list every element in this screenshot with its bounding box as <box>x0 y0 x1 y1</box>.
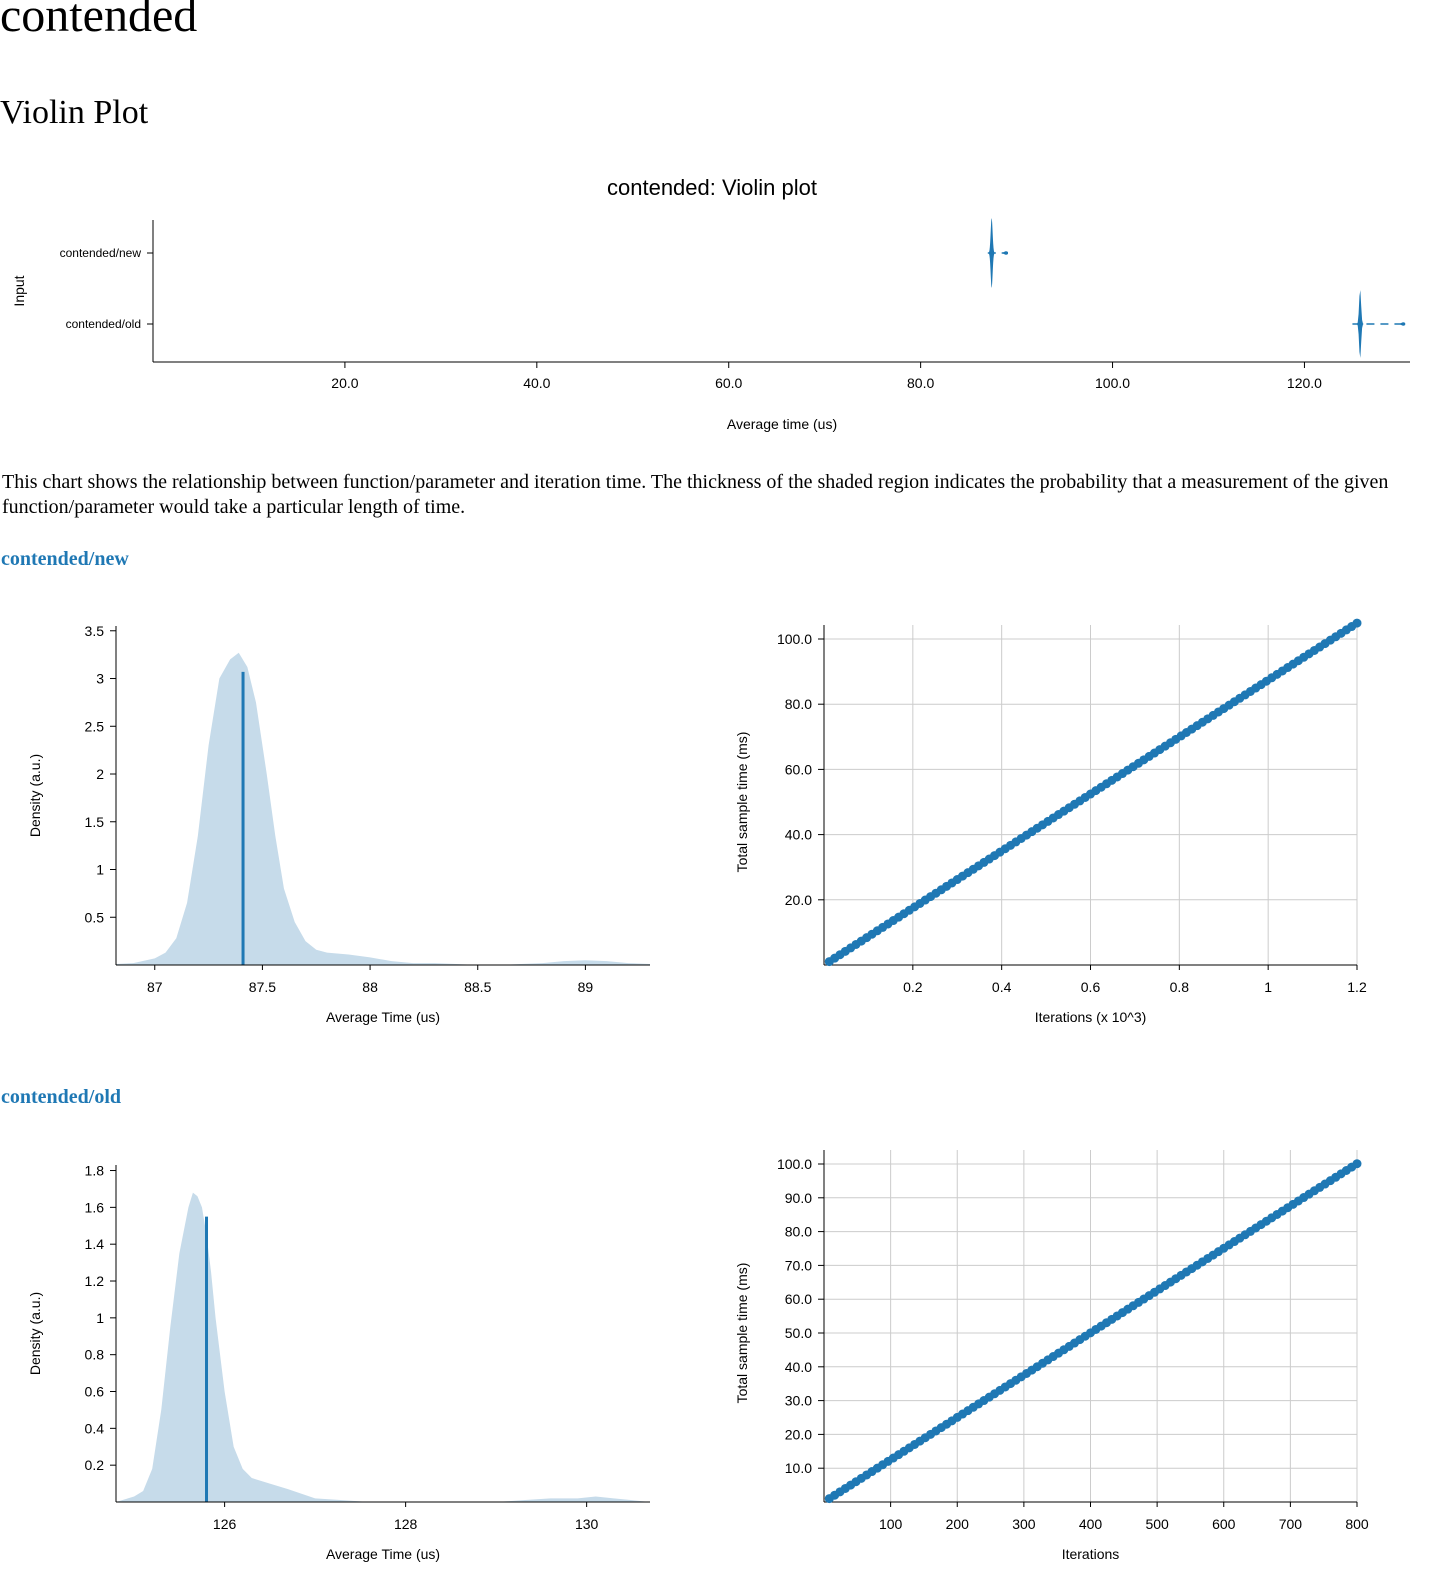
pdf-area <box>116 652 650 965</box>
page-title: contended <box>0 0 198 42</box>
violin-x-axis-label: Average time (us) <box>727 416 837 432</box>
reg-x-tick-label: 300 <box>1012 1516 1036 1532</box>
violin-x-tick-label: 60.0 <box>715 375 742 391</box>
pdf-y-tick-label: 1.8 <box>85 1163 105 1179</box>
reg-y-axis-label: Total sample time (ms) <box>734 732 750 873</box>
reg-y-tick-label: 100.0 <box>777 631 812 647</box>
pdf-y-tick-label: 0.4 <box>85 1420 105 1436</box>
pdf-y-tick-label: 1.2 <box>85 1273 105 1289</box>
reg-x-axis-label: Iterations <box>1062 1546 1120 1562</box>
pdf-x-tick-label: 89 <box>578 979 594 995</box>
reg-y-tick-label: 80.0 <box>785 1224 812 1240</box>
pdf-x-tick-label: 87 <box>147 979 163 995</box>
pdf-area <box>116 1192 650 1502</box>
reg-x-tick-label: 0.8 <box>1170 979 1190 995</box>
pdf-y-axis-label: Density (a.u.) <box>27 1292 43 1375</box>
chart-description: This chart shows the relationship betwee… <box>2 471 1389 518</box>
pdf-y-tick-label: 0.6 <box>85 1384 105 1400</box>
reg-y-tick-label: 50.0 <box>785 1325 812 1341</box>
pdf-y-tick-label: 0.5 <box>85 909 105 925</box>
reg-x-tick-label: 1.2 <box>1347 979 1367 995</box>
pdf-x-tick-label: 88 <box>362 979 378 995</box>
pdf-x-tick-label: 126 <box>213 1516 237 1532</box>
reg-y-tick-label: 100.0 <box>777 1156 812 1172</box>
pdf-y-tick-label: 1.4 <box>85 1236 105 1252</box>
reg-y-tick-label: 30.0 <box>785 1393 812 1409</box>
reg-x-tick-label: 700 <box>1279 1516 1303 1532</box>
reg-x-axis-label: Iterations (x 10^3) <box>1035 1009 1147 1025</box>
pdf-x-axis-label: Average Time (us) <box>326 1546 440 1562</box>
reg-y-tick-label: 40.0 <box>785 827 812 843</box>
reg-point <box>1352 618 1362 628</box>
reg-y-tick-label: 70.0 <box>785 1257 812 1273</box>
pdf-y-tick-label: 3.5 <box>85 623 105 639</box>
violin-x-tick-label: 100.0 <box>1095 375 1130 391</box>
reg-y-tick-label: 80.0 <box>785 696 812 712</box>
benchmark-link-old[interactable]: contended/old <box>1 1086 122 1108</box>
reg-x-tick-label: 400 <box>1079 1516 1103 1532</box>
regression-chart-old: 100 200 300 400 500 600 700 800 10.0 20.0 30.0 40.0… <box>734 1150 1369 1562</box>
pdf-x-tick-label: 128 <box>394 1516 418 1532</box>
pdf-y-tick-label: 0.8 <box>85 1347 105 1363</box>
violin-x-tick-label: 40.0 <box>523 375 550 391</box>
violin-category-label: contended/new <box>60 246 142 260</box>
regression-chart-new: 0.2 0.4 0.6 0.8 1 1.2 20.0 40.0 60.0 80.0 100.0 Ite… <box>734 618 1367 1025</box>
reg-x-tick-label: 800 <box>1345 1516 1369 1532</box>
reg-x-tick-label: 200 <box>946 1516 970 1532</box>
pdf-x-tick-label: 130 <box>575 1516 599 1532</box>
pdf-x-tick-label: 88.5 <box>464 979 491 995</box>
reg-x-tick-label: 500 <box>1145 1516 1169 1532</box>
pdf-y-tick-label: 2 <box>96 766 104 782</box>
reg-y-tick-label: 90.0 <box>785 1190 812 1206</box>
violin-category-label: contended/old <box>66 317 141 331</box>
pdf-y-tick-label: 1.5 <box>85 814 105 830</box>
pdf-y-tick-label: 1 <box>96 1310 104 1326</box>
pdf-y-axis-label: Density (a.u.) <box>27 754 43 837</box>
pdf-y-tick-label: 3 <box>96 671 104 687</box>
pdf-y-tick-label: 1.6 <box>85 1199 105 1215</box>
pdf-chart-new: 87 87.5 88 88.5 89 0.5 1 1.5 2 2.5 3 3.5 Average Tim… <box>27 623 650 1025</box>
reg-y-tick-label: 60.0 <box>785 761 812 777</box>
pdf-y-tick-label: 2.5 <box>85 718 105 734</box>
violin-x-tick-label: 80.0 <box>907 375 934 391</box>
pdf-x-tick-label: 87.5 <box>249 979 276 995</box>
violin-chart: contended: Violin plot 20.0 40.0 60.0 80.0 1… <box>11 175 1410 432</box>
reg-point <box>1352 1159 1362 1169</box>
reg-y-tick-label: 10.0 <box>785 1460 812 1476</box>
reg-y-tick-label: 20.0 <box>785 1426 812 1442</box>
pdf-x-axis-label: Average Time (us) <box>326 1009 440 1025</box>
violin-chart-title: contended: Violin plot <box>607 175 817 200</box>
pdf-chart-old: 126 128 130 0.2 0.4 0.6 0.8 1 1.2 1.4 1.6 1.8 Averag… <box>27 1163 650 1562</box>
benchmark-link-new[interactable]: contended/new <box>1 548 129 570</box>
reg-y-tick-label: 20.0 <box>785 892 812 908</box>
reg-x-tick-label: 100 <box>879 1516 903 1532</box>
reg-y-tick-label: 60.0 <box>785 1291 812 1307</box>
violin-x-tick-label: 120.0 <box>1287 375 1322 391</box>
reg-x-tick-label: 0.6 <box>1081 979 1101 995</box>
reg-y-tick-label: 40.0 <box>785 1359 812 1375</box>
section-title: Violin Plot <box>0 94 149 131</box>
violin-x-tick-label: 20.0 <box>331 375 358 391</box>
reg-y-axis-label: Total sample time (ms) <box>734 1263 750 1404</box>
reg-x-tick-label: 600 <box>1212 1516 1236 1532</box>
violin-y-axis-label: Input <box>11 275 27 306</box>
pdf-y-tick-label: 1 <box>96 862 104 878</box>
pdf-y-tick-label: 0.2 <box>85 1457 105 1473</box>
reg-x-tick-label: 0.2 <box>903 979 923 995</box>
violin-shape <box>987 218 1008 288</box>
reg-x-tick-label: 0.4 <box>992 979 1012 995</box>
reg-x-tick-label: 1 <box>1264 979 1272 995</box>
